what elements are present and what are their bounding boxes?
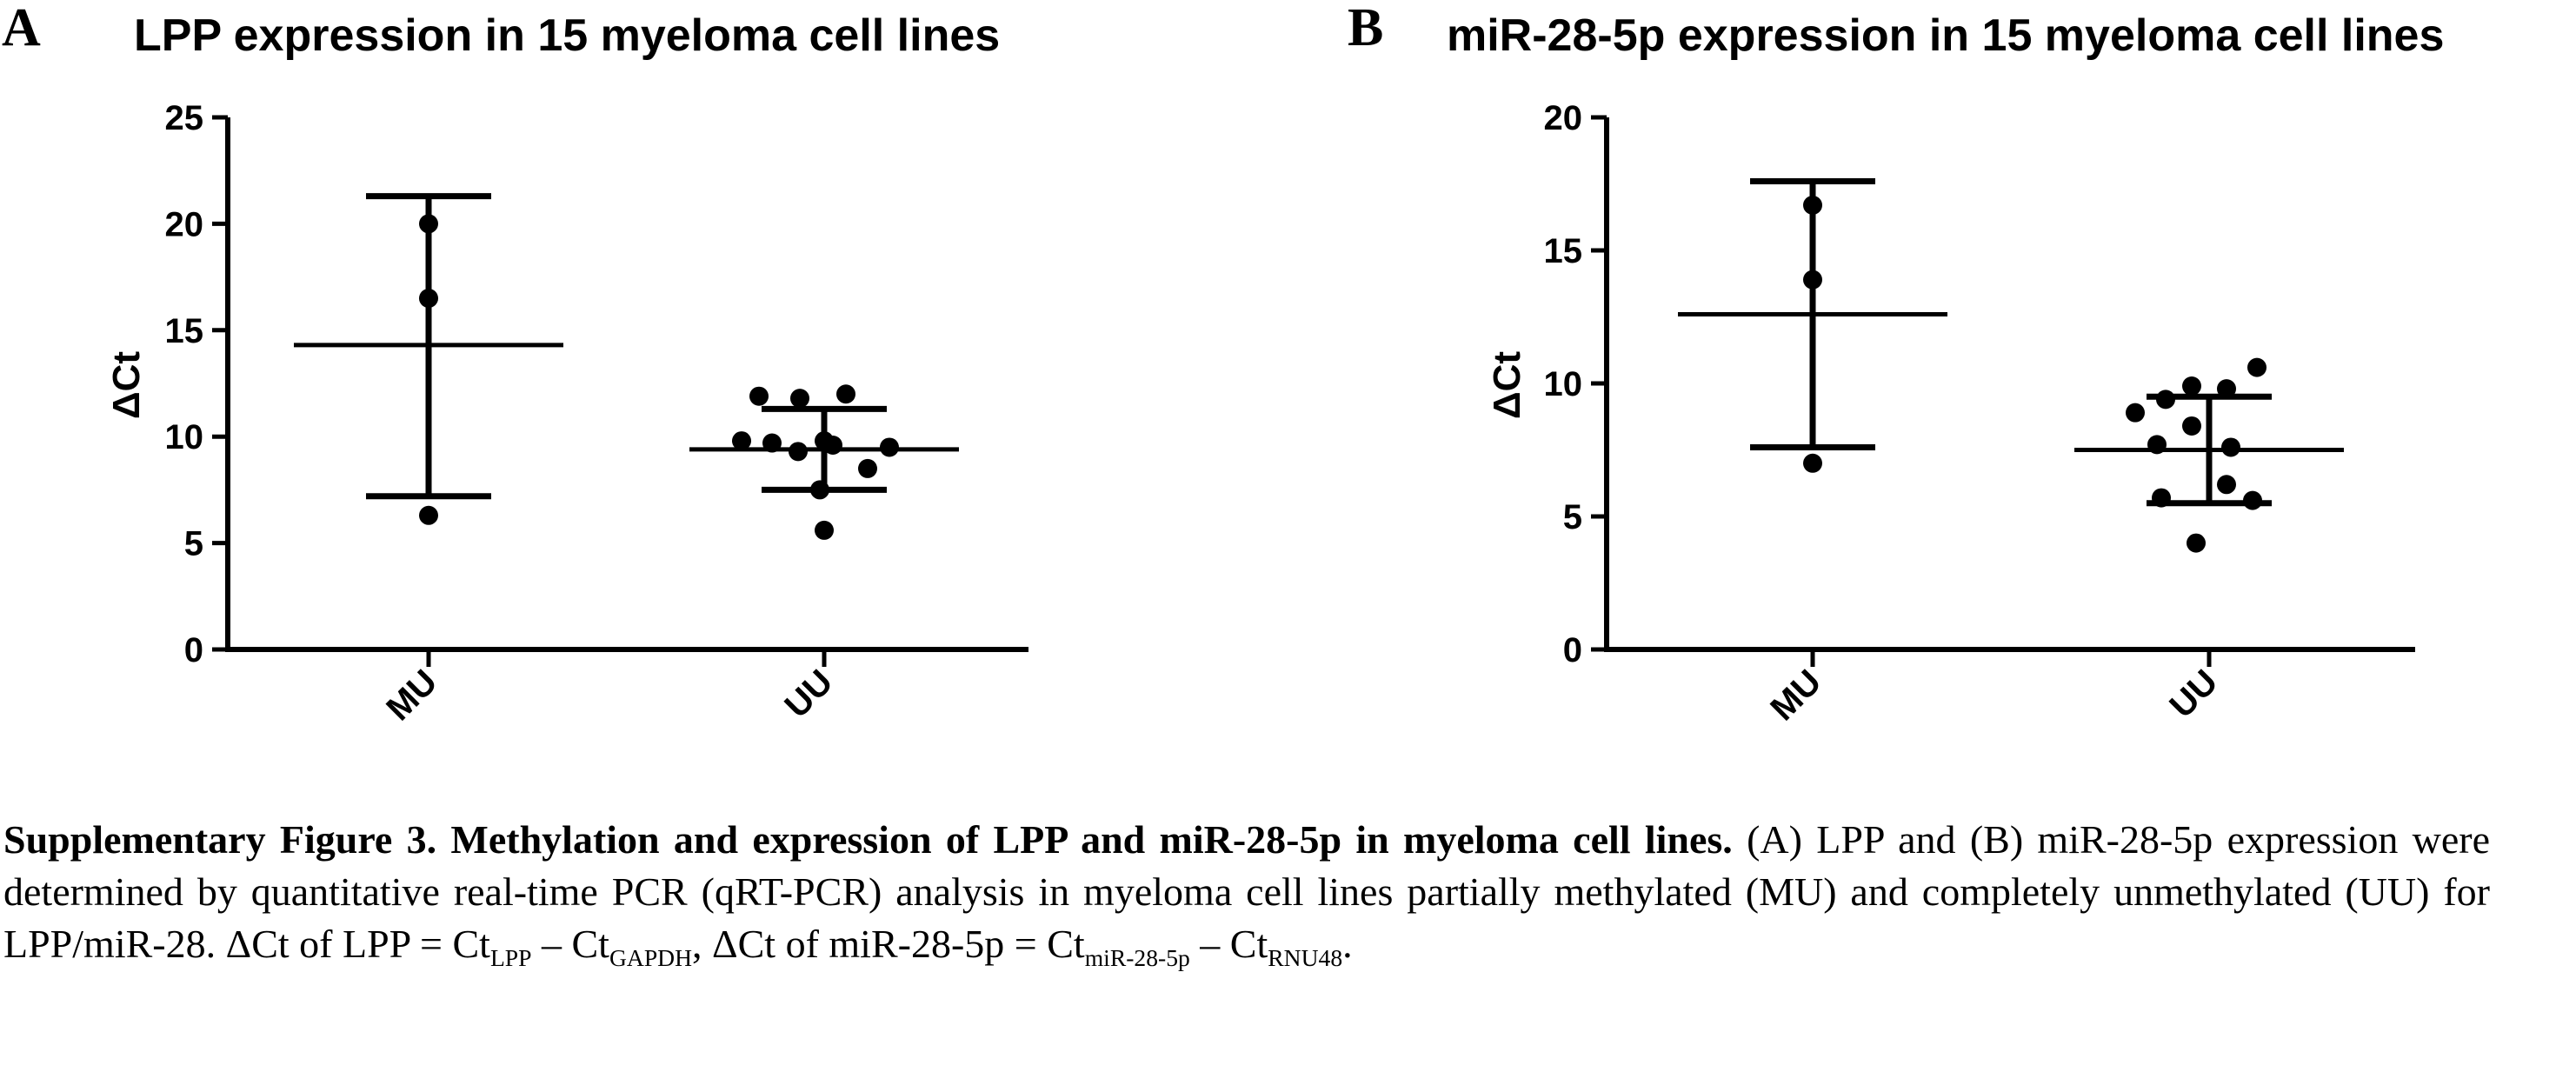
data-point	[732, 431, 751, 451]
data-point	[858, 458, 877, 478]
y-tick-label: 10	[1544, 365, 1583, 403]
chart-title-b: miR-28-5p expression in 15 myeloma cell …	[1447, 10, 2444, 61]
y-tick-label: 5	[1563, 498, 1582, 536]
y-tick-label: 15	[165, 312, 204, 350]
data-point	[1803, 195, 1822, 215]
data-point	[789, 442, 808, 462]
data-point	[810, 480, 829, 500]
y-tick-label: 5	[184, 525, 203, 563]
data-point	[1803, 453, 1822, 473]
caption-sub-mir: miR-28-5p	[1084, 943, 1190, 971]
caption-dct-mir: , ΔCt of miR-28-5p = Ct	[692, 921, 1085, 966]
y-tick-label: 15	[1544, 232, 1583, 270]
y-axis-label-a: ΔCt	[105, 351, 148, 419]
caption-end: .	[1342, 921, 1353, 966]
x-tick-label: MU	[379, 663, 444, 728]
data-point	[2147, 435, 2167, 455]
panel-letter-b: B	[1348, 0, 1383, 57]
caption-dct-lpp: ΔCt of LPP = Ct	[225, 921, 490, 966]
data-point	[2187, 533, 2206, 553]
data-point	[419, 505, 438, 525]
caption-text: (A) LPP and (B) miR-28-5p expression wer…	[3, 817, 2490, 966]
data-point	[1803, 270, 1822, 290]
data-point	[880, 437, 899, 457]
data-point	[2156, 390, 2175, 409]
data-point	[2152, 488, 2171, 508]
data-point	[2217, 379, 2236, 399]
y-tick-label: 20	[165, 205, 204, 243]
data-point	[2217, 475, 2236, 495]
x-tick-label: UU	[777, 663, 840, 725]
y-axis-label-b: ΔCt	[1486, 351, 1528, 419]
data-point	[2247, 357, 2266, 377]
caption-sub-rnu48: RNU48	[1268, 943, 1343, 971]
data-point	[2182, 416, 2201, 436]
x-tick-label: MU	[1763, 663, 1828, 728]
caption-sub-gapdh: GAPDH	[609, 943, 693, 971]
data-point	[815, 520, 834, 540]
y-tick-label: 20	[1544, 99, 1583, 137]
data-point	[823, 435, 842, 455]
y-tick-label: 0	[184, 631, 203, 669]
caption-bold: Supplementary Figure 3. Methylation and …	[3, 817, 1733, 862]
data-point	[790, 389, 809, 409]
figure: A LPP expression in 15 myeloma cell line…	[2, 0, 2444, 728]
data-point	[2126, 403, 2145, 423]
x-tick-label: UU	[2162, 663, 2225, 725]
data-point	[419, 214, 438, 234]
y-tick-label: 0	[1563, 631, 1582, 669]
data-point	[2243, 490, 2262, 510]
y-tick-label: 25	[165, 99, 204, 137]
y-tick-label: 10	[165, 418, 204, 456]
data-point	[2182, 376, 2201, 396]
plot-area-b: 0 5 10 15 20 MU UU	[1544, 99, 2415, 728]
plot-area-a: 0 5 10 15 20 25 MU UU	[165, 99, 1028, 728]
data-point	[749, 386, 769, 406]
caption-sub-lpp: LPP	[489, 943, 532, 971]
panel-letter-a: A	[2, 0, 41, 57]
data-point	[2221, 437, 2240, 457]
data-point	[836, 384, 855, 404]
data-point	[762, 433, 782, 453]
caption-dct-lpp-mid: – Ct	[531, 921, 609, 966]
caption-dct-mir-mid: – Ct	[1189, 921, 1268, 966]
chart-title-a: LPP expression in 15 myeloma cell lines	[134, 10, 1000, 61]
data-point	[419, 289, 438, 309]
figure-caption: Supplementary Figure 3. Methylation and …	[3, 814, 2490, 969]
